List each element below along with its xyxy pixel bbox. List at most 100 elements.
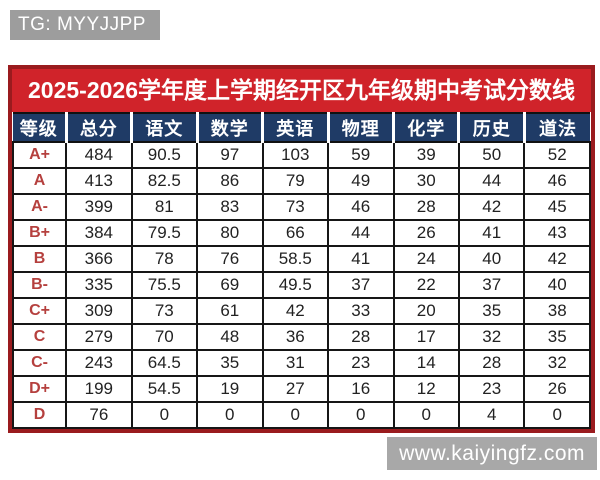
score-cell: 413 (65, 167, 133, 195)
score-cell: 484 (65, 141, 133, 169)
score-cell: 30 (392, 167, 460, 195)
score-cell: 17 (392, 323, 460, 351)
score-cell: 49 (327, 167, 395, 195)
table-row: C+ 309 73 61 42 33 20 35 38 (11, 297, 591, 325)
grade-cell: B- (11, 271, 68, 299)
score-cell: 35 (523, 323, 591, 351)
score-cell: 64.5 (130, 349, 199, 377)
score-cell: 23 (457, 375, 526, 403)
score-cell: 26 (392, 219, 460, 247)
table-row: A 413 82.5 86 79 49 30 44 46 (11, 167, 591, 195)
column-header: 道法 (522, 112, 590, 143)
score-cell: 366 (65, 245, 133, 273)
table-body: A+ 484 90.5 97 103 59 39 50 52 A 413 82.5 86 79 49 30 44… (11, 141, 591, 429)
score-cell: 20 (392, 297, 460, 325)
score-cell: 83 (196, 193, 264, 221)
score-cell: 27 (261, 375, 330, 403)
column-header: 英语 (261, 112, 330, 143)
column-header: 等级 (13, 112, 68, 143)
table-row: B+ 384 79.5 80 66 44 26 41 43 (11, 219, 591, 247)
score-cell: 76 (65, 401, 133, 429)
score-cell: 28 (392, 193, 460, 221)
grade-cell: B (11, 245, 68, 273)
score-cell: 81 (130, 193, 199, 221)
score-cell: 243 (65, 349, 133, 377)
score-cell: 38 (523, 297, 591, 325)
table-row: C 279 70 48 36 28 17 32 35 (11, 323, 591, 351)
score-cell: 36 (261, 323, 330, 351)
score-cell: 69 (196, 271, 264, 299)
score-cell: 16 (327, 375, 395, 403)
score-cell: 14 (392, 349, 460, 377)
score-cell: 50 (457, 141, 526, 169)
score-cell: 0 (523, 401, 591, 429)
score-cell: 97 (196, 141, 264, 169)
score-cell: 79.5 (130, 219, 199, 247)
column-header: 数学 (195, 112, 265, 143)
grade-cell: A (11, 167, 68, 195)
score-cell: 309 (65, 297, 133, 325)
score-cell: 44 (457, 167, 526, 195)
score-cell: 58.5 (261, 245, 330, 273)
grade-cell: A+ (11, 141, 68, 169)
score-cell: 49.5 (261, 271, 330, 299)
score-cell: 42 (523, 245, 591, 273)
grade-cell: D+ (11, 375, 68, 403)
score-cell: 70 (130, 323, 199, 351)
header-row: 等级 总分 语文 数学 英语 物理 化学 历史 道法 (13, 112, 590, 143)
score-cell: 28 (327, 323, 395, 351)
score-cell: 46 (523, 167, 591, 195)
column-header: 总分 (64, 112, 134, 143)
score-cell: 199 (65, 375, 133, 403)
score-cell: 54.5 (130, 375, 199, 403)
score-cell: 80 (196, 219, 264, 247)
grade-cell: C (11, 323, 68, 351)
score-cell: 86 (196, 167, 264, 195)
score-cell: 75.5 (130, 271, 199, 299)
score-cell: 4 (457, 401, 526, 429)
score-cell: 35 (196, 349, 264, 377)
score-cell: 41 (457, 219, 526, 247)
score-table: 等级 总分 语文 数学 英语 物理 化学 历史 道法 A+ 484 90.5 97 103 59 39 50 5… (11, 112, 591, 429)
tg-channel-badge: TG: MYYJJPP (10, 10, 160, 40)
score-cell: 23 (327, 349, 395, 377)
column-header: 化学 (391, 112, 461, 143)
table-row: A- 399 81 83 73 46 28 42 45 (11, 193, 591, 221)
table-row: B- 335 75.5 69 49.5 37 22 37 40 (11, 271, 591, 299)
column-header: 物理 (326, 112, 396, 143)
score-cell: 48 (196, 323, 264, 351)
score-cell: 52 (523, 141, 591, 169)
score-cell: 73 (261, 193, 330, 221)
score-cell: 40 (523, 271, 591, 299)
score-cell: 37 (457, 271, 526, 299)
table-row: D+ 199 54.5 19 27 16 12 23 26 (11, 375, 591, 403)
grade-cell: C+ (11, 297, 68, 325)
score-cell: 22 (392, 271, 460, 299)
score-cell: 76 (196, 245, 264, 273)
grade-cell: A- (11, 193, 68, 221)
score-cell: 19 (196, 375, 264, 403)
table-row: A+ 484 90.5 97 103 59 39 50 52 (11, 141, 591, 169)
score-cell: 31 (261, 349, 330, 377)
score-cell: 32 (523, 349, 591, 377)
score-cell: 0 (327, 401, 395, 429)
score-cell: 0 (130, 401, 199, 429)
score-cell: 33 (327, 297, 395, 325)
score-cell: 40 (457, 245, 526, 273)
table-header: 等级 总分 语文 数学 英语 物理 化学 历史 道法 (13, 112, 590, 143)
score-cell: 42 (261, 297, 330, 325)
table-title: 2025-2026学年度上学期经开区九年级期中考试分数线 (12, 69, 591, 112)
table-row: B 366 78 76 58.5 41 24 40 42 (11, 245, 591, 273)
table-row: D 76 0 0 0 0 0 4 0 (11, 401, 591, 429)
score-cell: 24 (392, 245, 460, 273)
score-table-container: 2025-2026学年度上学期经开区九年级期中考试分数线 等级 总分 语文 数学 英语物… (8, 65, 595, 433)
website-watermark: www.kaiyingfz.com (387, 437, 597, 470)
score-cell: 78 (130, 245, 199, 273)
score-cell: 37 (327, 271, 395, 299)
score-cell: 41 (327, 245, 395, 273)
score-cell: 335 (65, 271, 133, 299)
score-cell: 28 (457, 349, 526, 377)
column-header: 语文 (130, 112, 199, 143)
score-cell: 44 (327, 219, 395, 247)
score-cell: 32 (457, 323, 526, 351)
